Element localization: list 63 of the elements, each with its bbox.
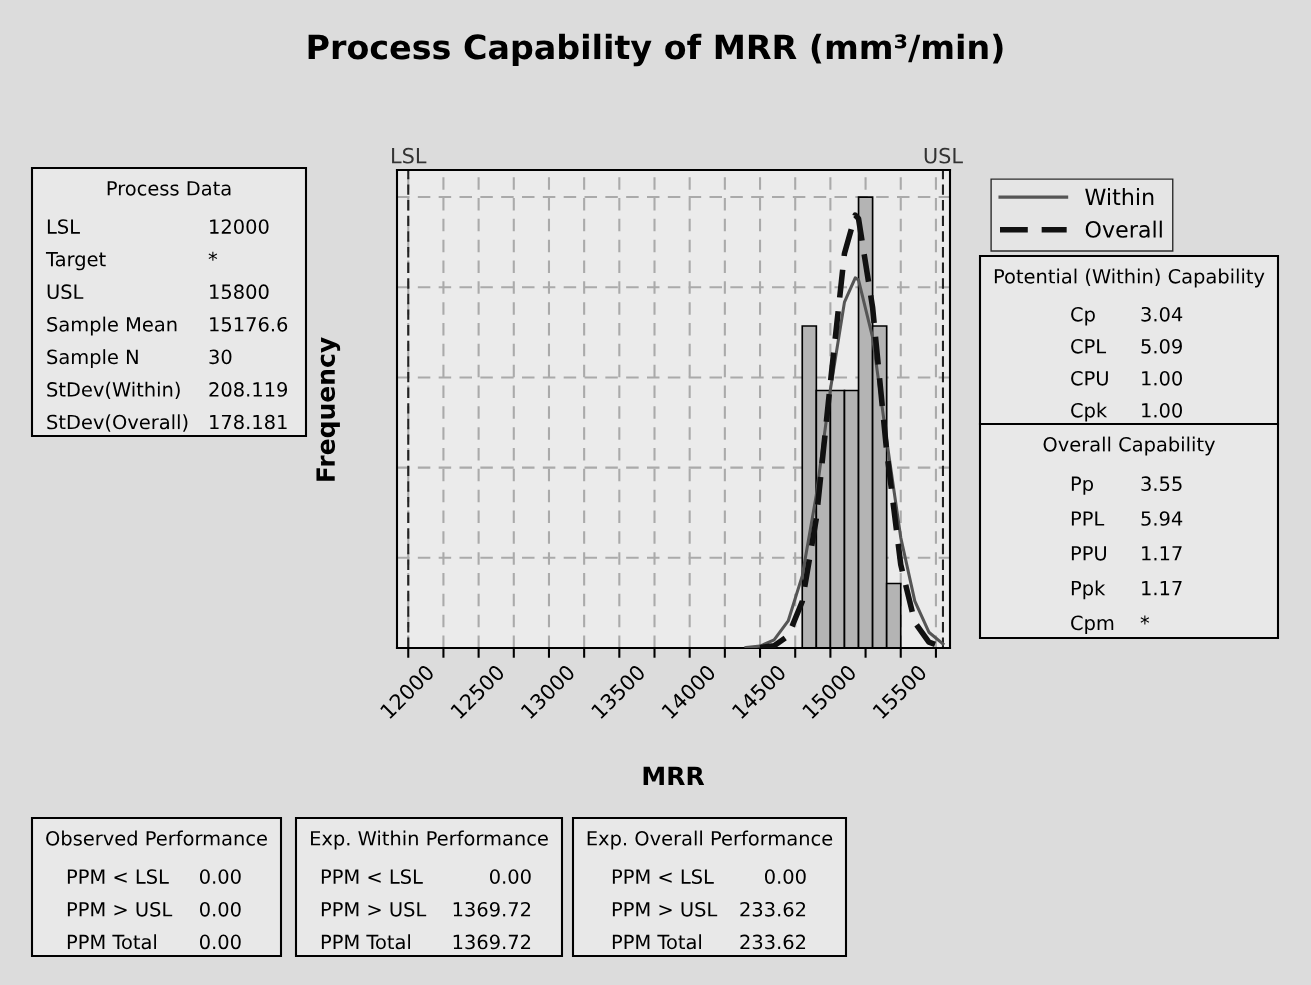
ref-line-label: LSL — [392, 147, 427, 164]
text: Process Data — [107, 181, 231, 196]
text: 30 — [209, 349, 232, 365]
text: Target — [45, 252, 106, 271]
text: USL — [47, 284, 84, 300]
text: 1.00 — [1142, 370, 1182, 386]
text: Ppk — [1071, 580, 1106, 600]
text: Potential (Within) Capability — [994, 268, 1265, 288]
text: Overall Capability — [1043, 436, 1215, 456]
text: PPM < LSL — [612, 869, 714, 884]
text: 1.00 — [1142, 402, 1182, 418]
text: 5.94 — [1141, 511, 1183, 526]
text: StDev(Within) — [47, 381, 180, 400]
text: 3.04 — [1141, 306, 1183, 322]
text: 233.62 — [740, 934, 806, 950]
text: LSL — [47, 219, 80, 234]
text: 15800 — [210, 284, 269, 300]
text: 0.00 — [489, 869, 531, 884]
text: PPM < LSL — [321, 869, 423, 884]
text: CPU — [1071, 370, 1108, 386]
text: 5.09 — [1141, 338, 1182, 354]
text: 1.17 — [1142, 546, 1182, 561]
text: Cpm — [1071, 615, 1114, 635]
text: 12000 — [210, 219, 269, 234]
text: * — [208, 251, 218, 261]
text: 208.119 — [209, 382, 288, 397]
text: PPM Total — [321, 934, 410, 950]
text: PPM > USL — [321, 901, 427, 917]
text: StDev(Overall) — [47, 414, 188, 432]
text: Sample Mean — [47, 316, 177, 336]
text: PPU — [1071, 546, 1106, 561]
text: 0.00 — [199, 869, 241, 884]
text: 0.00 — [199, 901, 241, 917]
text: PPM > USL — [67, 901, 173, 917]
text: 1.17 — [1142, 580, 1182, 596]
text: Pp — [1071, 476, 1094, 495]
text: 0.00 — [764, 869, 806, 884]
text: PPM < LSL — [67, 869, 169, 884]
text: 0.00 — [199, 934, 241, 950]
text: * — [1140, 615, 1150, 625]
text: Observed Performance — [46, 830, 267, 846]
text: CPL — [1071, 338, 1107, 354]
text: Cpk — [1071, 402, 1108, 422]
y-axis-title: Frequency — [316, 337, 341, 481]
text: 233.62 — [740, 901, 806, 917]
text: Sample N — [47, 349, 138, 368]
text: 3.55 — [1141, 476, 1182, 492]
chart-title: Process Capability of MRR (mm³/min) — [308, 33, 1003, 67]
text: PPM Total — [67, 934, 156, 950]
text: 178.181 — [210, 414, 287, 430]
text: 15176.6 — [210, 316, 288, 332]
text: PPL — [1071, 511, 1105, 526]
ref-line-label: USL — [924, 147, 963, 164]
text: Cp — [1071, 306, 1095, 326]
text: 1369.72 — [453, 901, 531, 917]
legend-label: Overall — [1085, 220, 1162, 238]
x-axis-title: MRR — [643, 766, 705, 785]
text: Exp. Overall Performance — [587, 830, 833, 850]
text: 1369.72 — [453, 934, 531, 950]
text: Exp. Within Performance — [311, 830, 548, 850]
text: PPM Total — [612, 934, 701, 950]
text: PPM > USL — [612, 901, 718, 917]
legend-label: Within — [1085, 188, 1154, 205]
